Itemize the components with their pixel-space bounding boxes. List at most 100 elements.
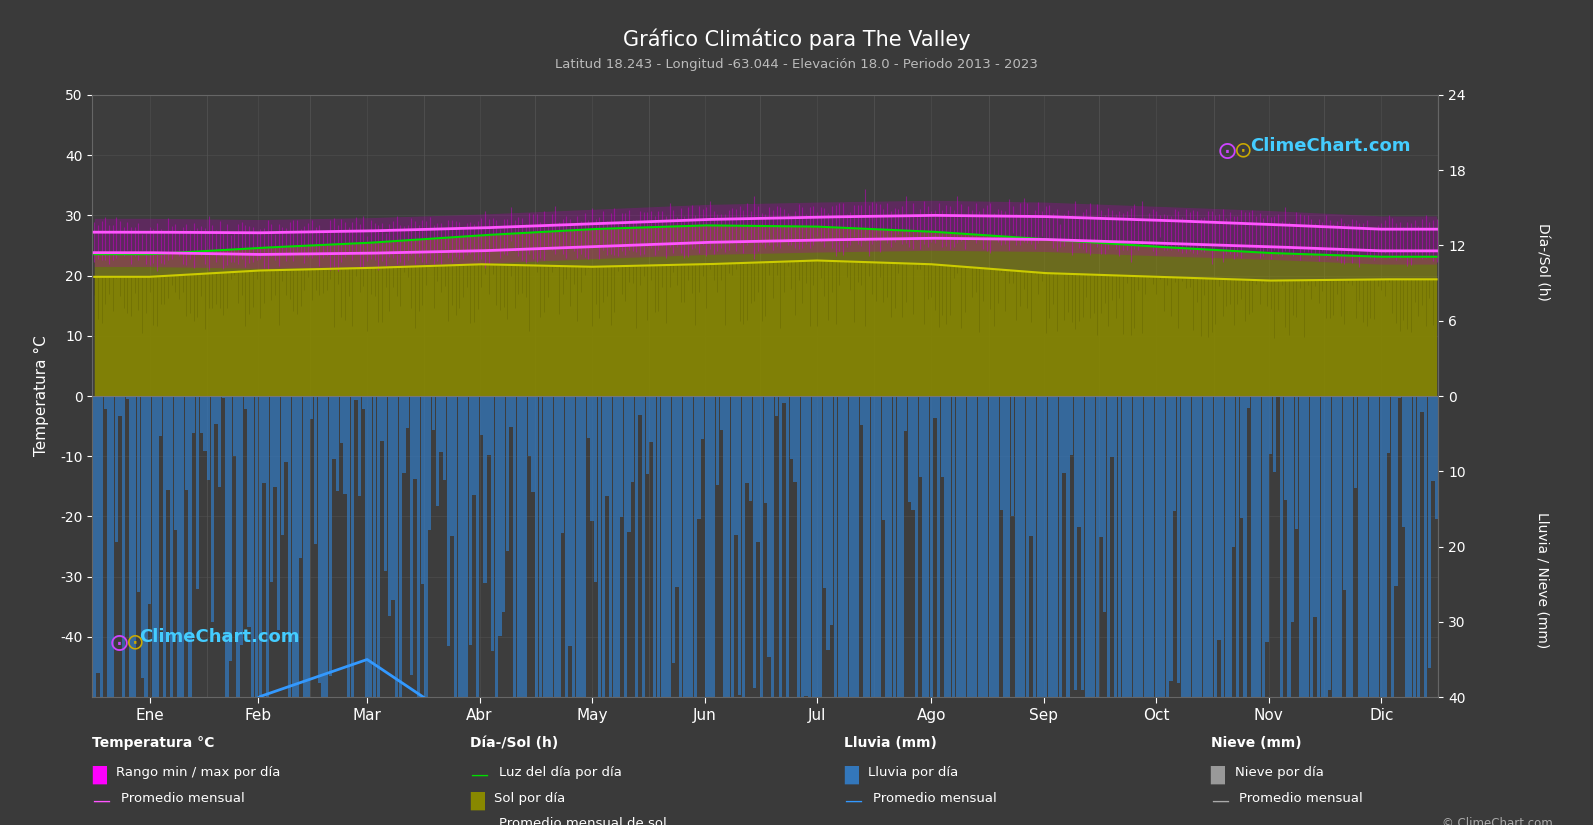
Bar xyxy=(757,396,760,542)
Bar xyxy=(392,396,395,600)
Bar xyxy=(1217,396,1220,640)
Bar xyxy=(424,396,429,752)
Bar xyxy=(344,396,347,494)
Bar xyxy=(1313,396,1316,617)
Bar xyxy=(605,396,609,496)
Bar xyxy=(1074,396,1077,690)
Bar xyxy=(241,396,244,644)
Bar xyxy=(199,396,202,433)
Bar xyxy=(491,396,494,651)
Bar xyxy=(693,396,698,825)
Bar xyxy=(1265,396,1268,642)
Bar xyxy=(429,396,432,530)
Bar xyxy=(642,396,645,825)
Bar xyxy=(911,396,914,510)
Bar xyxy=(454,396,457,825)
Bar xyxy=(1340,396,1343,825)
Bar xyxy=(1166,396,1169,825)
Bar xyxy=(446,396,449,646)
Bar xyxy=(726,396,730,825)
Bar xyxy=(602,396,605,825)
Bar xyxy=(174,396,177,530)
Bar xyxy=(609,396,612,825)
Text: ⊙: ⊙ xyxy=(126,632,145,652)
Bar xyxy=(1118,396,1121,825)
Bar xyxy=(1321,396,1324,825)
Bar xyxy=(255,396,258,825)
Bar xyxy=(1231,396,1236,548)
Bar xyxy=(978,396,981,825)
Bar xyxy=(1107,396,1110,825)
Bar xyxy=(112,396,115,741)
Bar xyxy=(280,396,284,535)
Bar xyxy=(645,396,648,474)
Bar xyxy=(188,396,191,781)
Bar xyxy=(749,396,752,501)
Bar xyxy=(1270,396,1273,455)
Bar xyxy=(973,396,978,825)
Bar xyxy=(683,396,687,825)
Bar xyxy=(1427,396,1431,668)
Bar xyxy=(347,396,350,738)
Bar xyxy=(465,396,468,825)
Bar xyxy=(1085,396,1088,825)
Bar xyxy=(768,396,771,657)
Bar xyxy=(1203,396,1206,825)
Bar xyxy=(1284,396,1287,500)
Bar xyxy=(1399,396,1402,398)
Bar xyxy=(1158,396,1161,825)
Bar xyxy=(903,396,908,431)
Text: Lluvia (mm): Lluvia (mm) xyxy=(844,736,937,750)
Bar xyxy=(564,396,569,825)
Bar xyxy=(1317,396,1321,747)
Bar xyxy=(667,396,671,825)
Bar xyxy=(664,396,667,825)
Bar xyxy=(1051,396,1055,825)
Bar xyxy=(796,396,800,825)
Bar xyxy=(451,396,454,536)
Y-axis label: Temperatura °C: Temperatura °C xyxy=(33,336,49,456)
Bar xyxy=(1110,396,1114,456)
Bar xyxy=(591,396,594,521)
Bar xyxy=(1258,396,1262,825)
Bar xyxy=(1007,396,1010,825)
Bar xyxy=(166,396,170,490)
Bar xyxy=(1431,396,1435,481)
Bar xyxy=(1029,396,1032,535)
Bar xyxy=(140,396,143,678)
Bar xyxy=(801,396,804,825)
Bar xyxy=(1180,396,1184,825)
Bar xyxy=(672,396,675,663)
Bar xyxy=(92,396,96,825)
Bar xyxy=(339,396,342,444)
Text: Promedio mensual: Promedio mensual xyxy=(873,792,997,805)
Bar xyxy=(1040,396,1043,825)
Bar xyxy=(365,396,370,825)
Bar xyxy=(1228,396,1231,825)
Bar xyxy=(867,396,870,825)
Bar xyxy=(1354,396,1357,488)
Bar xyxy=(421,396,424,584)
Text: Día-/Sol (h): Día-/Sol (h) xyxy=(470,736,558,750)
Bar xyxy=(527,396,530,456)
Bar xyxy=(484,396,487,582)
Text: ⊙: ⊙ xyxy=(1217,140,1238,164)
Text: Gráfico Climático para The Valley: Gráfico Climático para The Valley xyxy=(623,29,970,50)
Bar xyxy=(653,396,656,825)
Bar xyxy=(384,396,387,571)
Bar xyxy=(650,396,653,442)
Bar xyxy=(546,396,550,825)
Text: █: █ xyxy=(844,766,859,784)
Bar xyxy=(1018,396,1021,825)
Bar xyxy=(852,396,855,825)
Bar xyxy=(1262,396,1265,825)
Bar xyxy=(933,396,937,418)
Bar xyxy=(457,396,460,736)
Bar xyxy=(1070,396,1074,455)
Bar xyxy=(1416,396,1419,825)
Bar xyxy=(1360,396,1365,825)
Bar xyxy=(1332,396,1335,825)
Bar xyxy=(930,396,933,825)
Bar xyxy=(373,396,376,825)
Bar xyxy=(779,396,782,825)
